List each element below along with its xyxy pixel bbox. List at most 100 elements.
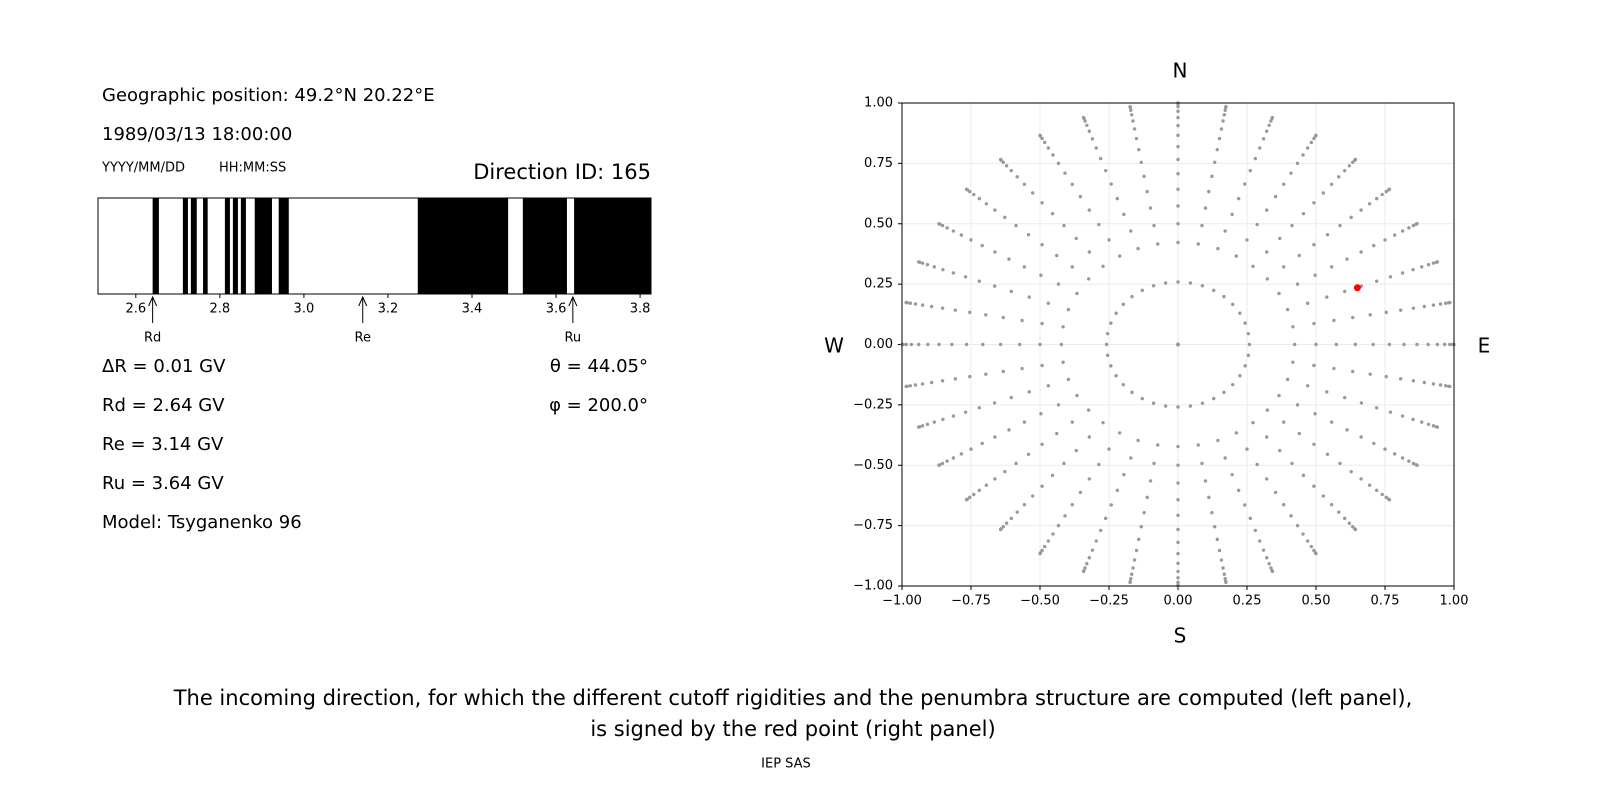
direction-point bbox=[1313, 273, 1317, 277]
forbidden-band bbox=[417, 198, 509, 294]
direction-point bbox=[908, 301, 913, 305]
direction-point bbox=[1278, 236, 1282, 241]
direction-point bbox=[1046, 146, 1051, 150]
direction-point bbox=[1083, 119, 1087, 123]
direction-point bbox=[1243, 321, 1247, 325]
direction-point bbox=[1243, 182, 1247, 186]
direction-point bbox=[1411, 461, 1416, 466]
direction-point bbox=[1176, 204, 1180, 208]
direction-point bbox=[940, 379, 945, 383]
direction-point bbox=[959, 233, 964, 237]
direction-point bbox=[1050, 473, 1055, 478]
direction-point bbox=[1415, 222, 1419, 226]
direction-point bbox=[1188, 404, 1193, 408]
direction-point bbox=[1212, 288, 1216, 293]
direction-point bbox=[1435, 260, 1440, 264]
direction-point bbox=[1055, 431, 1059, 436]
direction-point bbox=[1230, 472, 1234, 477]
forbidden-band bbox=[240, 198, 246, 294]
direction-point bbox=[1359, 250, 1363, 254]
direction-point bbox=[913, 383, 918, 387]
direction-point bbox=[1137, 537, 1141, 542]
direction-point bbox=[1151, 284, 1156, 288]
direction-point bbox=[937, 222, 941, 226]
direction-point bbox=[1063, 514, 1067, 518]
direction-point bbox=[1176, 240, 1180, 245]
direction-point bbox=[1030, 494, 1035, 498]
direction-point bbox=[1103, 516, 1108, 521]
direction-point bbox=[1040, 321, 1044, 326]
direction-point bbox=[993, 250, 997, 254]
direction-point bbox=[1038, 133, 1042, 138]
direction-point bbox=[1285, 307, 1290, 312]
direction-point bbox=[1289, 171, 1293, 175]
direction-point bbox=[998, 157, 1003, 162]
direction-point bbox=[1134, 136, 1139, 141]
direction-point bbox=[953, 308, 958, 312]
direction-point bbox=[1129, 229, 1133, 233]
direction-point bbox=[1270, 115, 1275, 120]
direction-point bbox=[1101, 420, 1105, 425]
direction-point bbox=[1061, 325, 1065, 329]
direction-point bbox=[1115, 488, 1120, 493]
direction-point bbox=[1265, 556, 1269, 560]
forbidden-band bbox=[254, 198, 272, 294]
direction-point bbox=[1207, 189, 1211, 194]
direction-point bbox=[1349, 215, 1353, 220]
direction-point bbox=[1343, 289, 1347, 294]
rd: Rd = 2.64 GV bbox=[102, 395, 225, 416]
direction-point bbox=[1176, 104, 1180, 109]
direction-point bbox=[1176, 569, 1180, 574]
direction-point bbox=[1027, 295, 1031, 299]
footer: IEP SAS bbox=[761, 757, 811, 772]
direction-point bbox=[1265, 477, 1269, 481]
direction-point bbox=[1087, 435, 1091, 439]
direction-point bbox=[1139, 160, 1143, 165]
direction-point bbox=[1130, 572, 1134, 576]
direction-point bbox=[1087, 129, 1091, 133]
direction-point bbox=[1130, 113, 1134, 117]
direction-point bbox=[1188, 281, 1193, 285]
direction-point bbox=[1251, 420, 1255, 425]
direction-point bbox=[1104, 342, 1109, 347]
direction-point bbox=[1097, 462, 1101, 467]
direction-point bbox=[1059, 342, 1064, 347]
direction-point bbox=[1442, 342, 1447, 347]
direction-point bbox=[1387, 342, 1392, 347]
direction-point bbox=[1087, 250, 1091, 254]
direction-point bbox=[1277, 393, 1281, 398]
direction-point bbox=[1231, 382, 1235, 387]
direction-point bbox=[977, 279, 982, 283]
direction-point bbox=[964, 498, 969, 502]
direction-point bbox=[916, 342, 921, 347]
direction-point bbox=[1212, 396, 1216, 401]
direction-point bbox=[1448, 300, 1452, 305]
direction-point bbox=[1347, 164, 1352, 168]
direction-point bbox=[904, 300, 908, 305]
direction-point bbox=[1265, 408, 1270, 412]
direction-point bbox=[1312, 243, 1316, 247]
direction-point bbox=[959, 452, 964, 456]
direction-point bbox=[1329, 420, 1334, 424]
direction-point bbox=[1040, 484, 1044, 488]
direction-point bbox=[1337, 175, 1341, 179]
direction-point bbox=[1438, 302, 1443, 306]
direction-point bbox=[1223, 108, 1227, 112]
direction-point bbox=[1039, 412, 1043, 416]
direction-point bbox=[1329, 503, 1334, 507]
direction-point bbox=[1353, 157, 1358, 162]
direction-point bbox=[1130, 294, 1134, 299]
direction-point bbox=[1392, 452, 1397, 456]
direction-point bbox=[1325, 390, 1329, 394]
direction-point bbox=[1411, 379, 1416, 383]
direction-point bbox=[1314, 133, 1318, 138]
direction-point bbox=[1295, 161, 1300, 166]
direction-point bbox=[1332, 366, 1336, 371]
direction-point bbox=[1176, 561, 1180, 566]
direction-point bbox=[969, 238, 973, 242]
direction-point bbox=[1066, 307, 1071, 312]
direction-point bbox=[1140, 288, 1144, 293]
direction-point bbox=[1443, 384, 1448, 388]
direction-point bbox=[1374, 406, 1379, 410]
direction-point bbox=[1448, 342, 1452, 347]
